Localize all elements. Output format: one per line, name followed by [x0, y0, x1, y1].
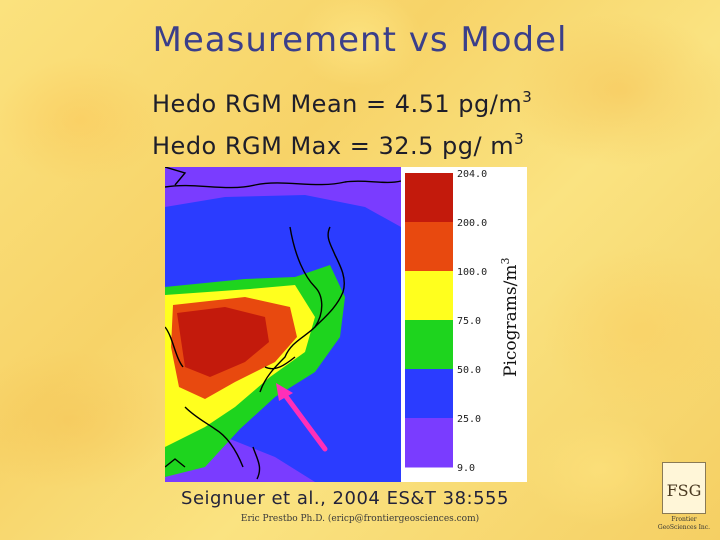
arrow-shaft [282, 392, 328, 452]
coastlines [165, 167, 402, 480]
color-scale-tick-label: 204.0 [457, 169, 487, 180]
citation: Seignuer et al., 2004 ES&T 38:555 [181, 488, 509, 509]
logo-letters: FSG [667, 481, 702, 500]
mean-stat-exponent: 3 [522, 88, 533, 106]
color-scale-tick-label: 100.0 [457, 267, 487, 278]
mean-stat-text: Hedo RGM Mean = 4.51 pg/m [152, 90, 523, 118]
logo-line-2: GeoSciences Inc. [657, 524, 711, 531]
concentration-map [165, 167, 402, 482]
color-scale-label-exponent: 3 [499, 258, 512, 265]
color-scale-band [405, 271, 453, 321]
color-scale-tick-label: 200.0 [457, 218, 487, 229]
color-scale-band [405, 418, 453, 468]
color-scale-tick-label: 50.0 [457, 365, 481, 376]
slide-title: Measurement vs Model [152, 20, 568, 60]
company-logo: FSG Frontier GeoSciences Inc. [652, 462, 716, 538]
map-band-red [177, 307, 269, 377]
logo-emblem: FSG [662, 462, 706, 514]
color-scale-band [405, 320, 453, 370]
color-scale-label: Picograms/m3 [499, 258, 521, 377]
footer-credit: Eric Prestbo Ph.D. (ericp@frontiergeosci… [240, 514, 480, 524]
max-stat-text: Hedo RGM Max = 32.5 pg/ m [152, 132, 515, 160]
pointer-arrow [276, 383, 328, 452]
logo-letters-text: FSG [667, 481, 702, 500]
model-figure: 204.0 200.0 100.0 75.0 50.0 25.0 9.0 Picograms… [165, 167, 527, 482]
color-scale-band [405, 173, 453, 223]
max-stat-exponent: 3 [514, 130, 525, 148]
color-scale-band [405, 222, 453, 272]
color-scale: 204.0 200.0 100.0 75.0 50.0 25.0 9.0 Picograms… [401, 167, 527, 482]
logo-line-1: Frontier [671, 516, 697, 523]
mean-stat: Hedo RGM Mean = 4.51 pg/m3 [152, 88, 532, 118]
color-scale-tick-label: 9.0 [457, 463, 475, 474]
color-scale-tick-label: 25.0 [457, 414, 481, 425]
arrow-head [276, 383, 293, 401]
max-stat: Hedo RGM Max = 32.5 pg/ m3 [152, 130, 524, 160]
color-scale-label-text: Picograms/m [501, 265, 521, 377]
color-scale-tick-label: 75.0 [457, 316, 481, 327]
color-scale-band [405, 369, 453, 419]
